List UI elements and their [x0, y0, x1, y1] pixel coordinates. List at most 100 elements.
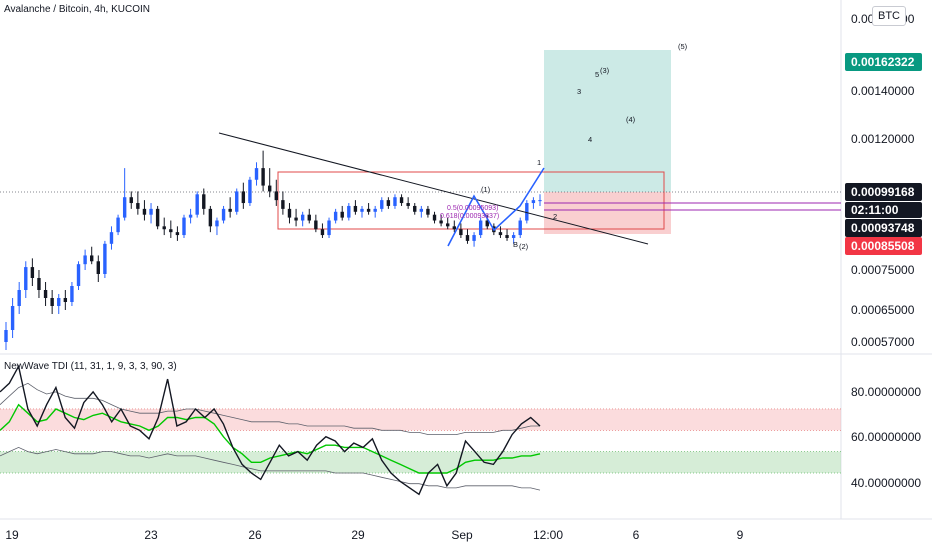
candle-body	[268, 185, 272, 192]
candle-body	[347, 205, 351, 218]
tdi-tick-label: 60.00000000	[851, 430, 921, 444]
candle-body	[202, 194, 206, 209]
candle-body	[248, 179, 252, 204]
candle-body	[10, 306, 15, 330]
trend-line	[218, 132, 649, 245]
current-price-badge	[845, 183, 922, 201]
wave-label: 5	[595, 70, 599, 79]
candle-body	[274, 191, 278, 201]
candle-body	[221, 208, 226, 221]
indicator-title: NewWave TDI (11, 31, 1, 9, 3, 3, 90, 3)	[4, 361, 177, 372]
candle-body	[439, 220, 443, 224]
price-tick-label: 0.00057000	[851, 335, 915, 349]
entry-price-badge	[845, 219, 922, 237]
candle-body	[505, 235, 509, 238]
candle-body	[142, 208, 147, 215]
candle-body	[149, 208, 153, 215]
candle-body	[70, 286, 74, 302]
candle-body	[446, 223, 450, 227]
candle-body	[208, 208, 213, 227]
currency-badge[interactable]: BTC	[872, 6, 906, 26]
wave-label: (1)	[481, 185, 491, 194]
candle-body	[525, 203, 529, 221]
price-tick-label: 0.00120000	[851, 132, 915, 146]
wave-label: 4	[588, 135, 592, 144]
candle-body	[333, 211, 338, 221]
candle-body	[83, 255, 87, 265]
candle-body	[228, 208, 232, 212]
candle-body	[129, 197, 133, 204]
candle-body	[195, 194, 199, 215]
time-tick-label: 12:00	[533, 528, 563, 542]
candle-body	[57, 298, 61, 306]
time-tick-label: 23	[144, 528, 158, 542]
candle-body	[281, 200, 285, 209]
candle-body	[327, 220, 331, 236]
tdi-rsi-line	[0, 364, 541, 496]
price-tick-label: 0.00140000	[851, 84, 915, 98]
wave-label: 3	[577, 87, 581, 96]
wave-label: 0.618(0.00093837)	[440, 213, 499, 220]
candle-body	[307, 214, 311, 221]
candle-body	[188, 214, 193, 218]
candle-body	[122, 197, 127, 218]
candle-body	[30, 267, 35, 278]
time-tick-label: Sep	[451, 528, 473, 542]
candle-body	[320, 229, 325, 236]
oversold-band	[0, 451, 841, 473]
candle-body	[96, 261, 100, 274]
tdi-lower-band	[0, 446, 541, 491]
candle-body	[386, 200, 391, 206]
countdown-price-badge	[845, 202, 922, 218]
candle-body	[241, 191, 246, 204]
countdown-price-label: 02:11:00	[851, 203, 899, 217]
candle-body	[43, 290, 48, 298]
candle-body	[511, 235, 516, 238]
tdi-tick-label: 40.00000000	[851, 476, 921, 490]
candle-body	[518, 220, 522, 236]
wave-label: 1	[537, 158, 541, 167]
candle-body	[294, 217, 298, 221]
candle-body	[4, 330, 8, 342]
target-price-label: 0.00162322	[851, 55, 915, 69]
candle-body	[37, 278, 41, 290]
target-price-badge	[845, 53, 922, 71]
candle-body	[261, 168, 265, 186]
time-tick-label: 26	[248, 528, 262, 542]
time-tick-label: 6	[633, 528, 640, 542]
candle-body	[413, 205, 417, 212]
candle-body	[24, 267, 28, 290]
stop-price-badge	[845, 237, 922, 255]
wave-label: 2	[553, 212, 557, 221]
time-tick-label: 29	[351, 528, 365, 542]
candle-body	[116, 217, 120, 233]
candle-body	[419, 208, 424, 212]
tdi-tick-label: 80.00000000	[851, 385, 921, 399]
stop-price-label: 0.00085508	[851, 239, 915, 253]
candle-body	[406, 203, 410, 206]
time-tick-label: 9	[737, 528, 744, 542]
candle-body	[103, 243, 107, 274]
candle-body	[235, 191, 239, 212]
symbol-title: Avalanche / Bitcoin, 4h, KUCOIN	[4, 4, 150, 15]
candle-body	[353, 205, 358, 212]
candle-body	[465, 235, 470, 241]
candle-body	[136, 203, 140, 209]
price-tick-label: 0.00075000	[851, 263, 915, 277]
tdi-upper-band	[0, 382, 540, 436]
candle-body	[531, 200, 536, 204]
candle-body	[373, 208, 377, 212]
tdi-signal-line	[0, 403, 541, 474]
candle-body	[360, 208, 364, 212]
candle-body	[90, 255, 94, 262]
candle-body	[459, 229, 463, 236]
wave-label: (2)	[519, 242, 529, 251]
candle-body	[538, 200, 542, 202]
entry-price-label: 0.00093748	[851, 221, 915, 235]
candle-body	[109, 232, 114, 244]
target-zone	[544, 50, 671, 192]
candle-body	[393, 197, 397, 206]
candle-body	[155, 208, 160, 227]
